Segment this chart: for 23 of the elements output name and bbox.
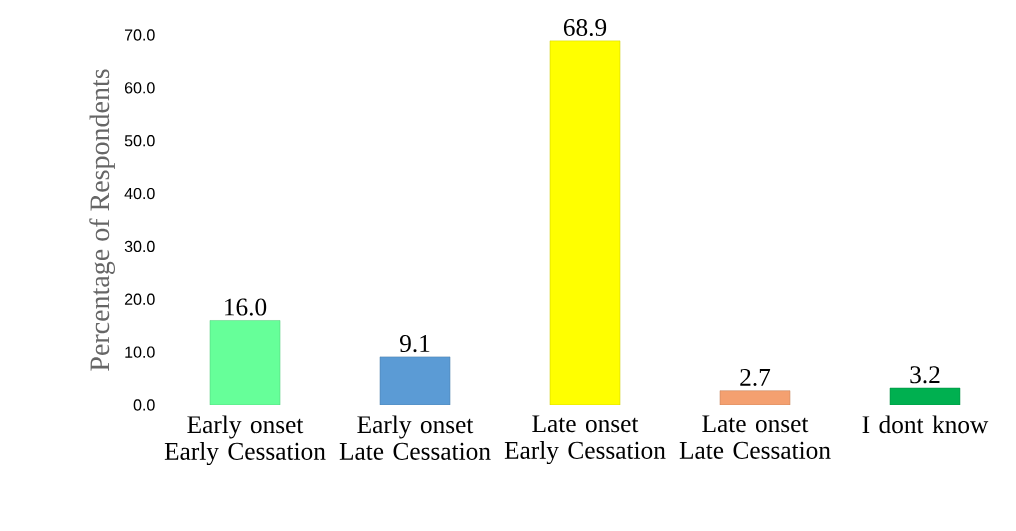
x-tick-label: Late onset Late Cessation bbox=[679, 415, 831, 459]
y-tick-label: 40.0 bbox=[124, 187, 155, 200]
bar bbox=[379, 356, 451, 405]
y-tick-label: 0.0 bbox=[133, 399, 155, 411]
data-label: 16.0 bbox=[225, 298, 267, 316]
bar bbox=[719, 390, 791, 405]
y-tick-label: 70.0 bbox=[124, 29, 155, 41]
x-tick-label: Early onset Early Cessation bbox=[164, 415, 326, 466]
x-tick-label: Early onset Late Cessation bbox=[339, 415, 491, 460]
x-tick-label: I dont know bbox=[862, 415, 989, 434]
y-tick-label: 60.0 bbox=[124, 82, 155, 94]
y-tick-label: 30.0 bbox=[124, 240, 155, 253]
y-tick-label: 50.0 bbox=[124, 135, 155, 147]
bar bbox=[549, 40, 621, 405]
y-tick-label: 10.0 bbox=[125, 346, 155, 358]
data-label: 9.1 bbox=[399, 335, 430, 353]
y-axis-title: Percentage of Respondents bbox=[89, 69, 116, 371]
data-label: 3.2 bbox=[910, 366, 940, 384]
data-label: 68.9 bbox=[563, 18, 607, 37]
x-tick-label: Late onset Early Cessation bbox=[504, 415, 666, 465]
bar bbox=[209, 320, 281, 405]
data-label: 2.7 bbox=[740, 368, 771, 386]
y-tick-label: 20.0 bbox=[124, 293, 155, 305]
